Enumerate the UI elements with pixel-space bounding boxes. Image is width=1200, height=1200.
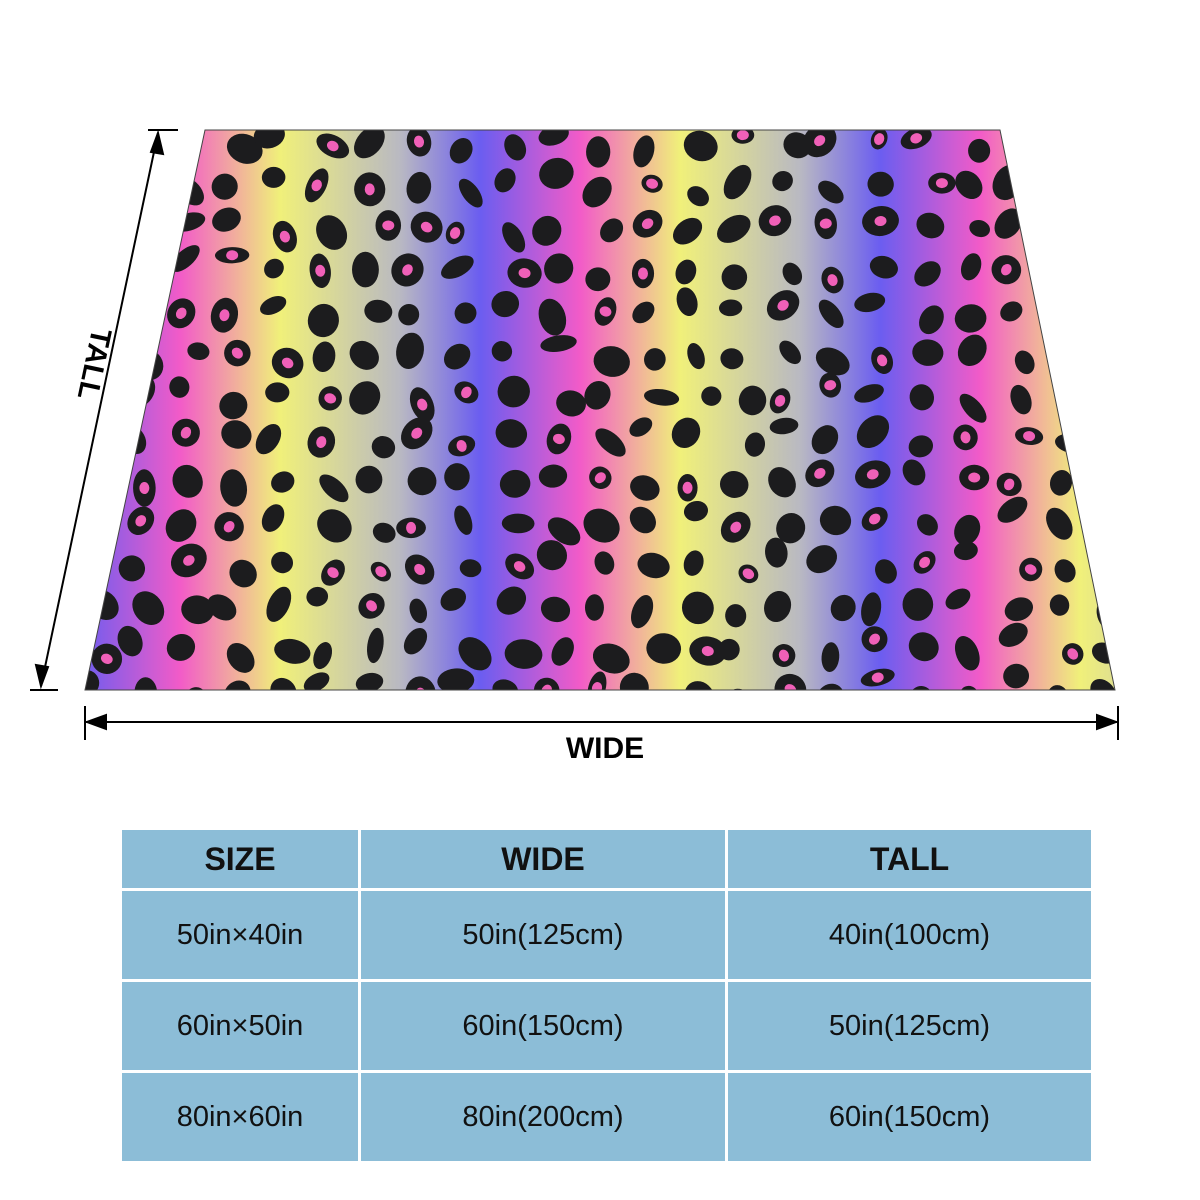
- wide-arrow: [84, 706, 1119, 740]
- table-cell: 60in(150cm): [361, 982, 725, 1070]
- table-cell: 40in(100cm): [728, 891, 1091, 979]
- table-cell: 50in(125cm): [728, 982, 1091, 1070]
- wide-label: WIDE: [566, 732, 644, 765]
- blanket: [85, 130, 1115, 690]
- table-cell: 80in(200cm): [361, 1073, 725, 1161]
- product-illustration: TALL WIDE: [30, 129, 1119, 765]
- table-cell: TALL: [728, 830, 1091, 888]
- table-cell: SIZE: [122, 830, 358, 888]
- table-cell: 50in×40in: [122, 891, 358, 979]
- table-cell: 60in×50in: [122, 982, 358, 1070]
- table-cell: 60in(150cm): [728, 1073, 1091, 1161]
- table-cell: 50in(125cm): [361, 891, 725, 979]
- table-cell: 80in×60in: [122, 1073, 358, 1161]
- tall-arrow: [30, 129, 178, 691]
- tall-label: TALL: [71, 325, 117, 402]
- table-cell: WIDE: [361, 830, 725, 888]
- size-table: SIZE WIDE TALL 50in×40in 50in(125cm) 40in(100…: [122, 830, 1091, 1161]
